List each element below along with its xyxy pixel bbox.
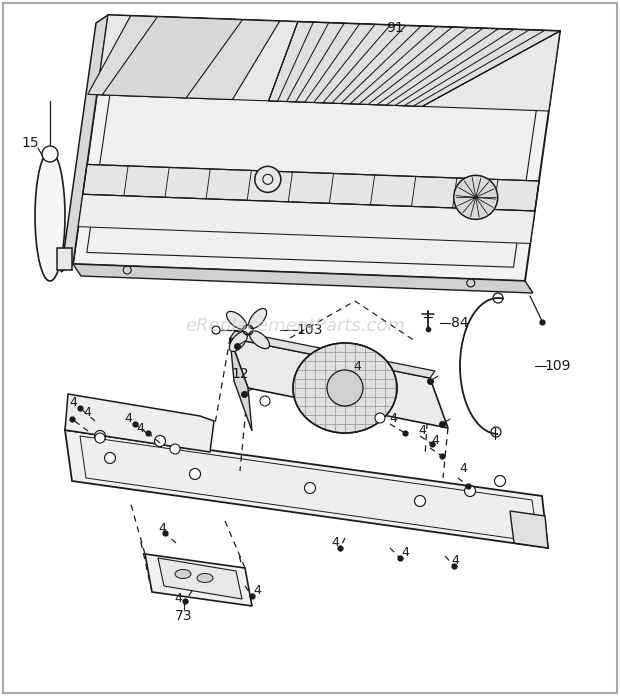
Text: 4: 4 [418,425,426,438]
Text: 4: 4 [331,537,339,550]
Text: 4: 4 [136,422,144,436]
Ellipse shape [175,569,191,578]
Text: 4: 4 [83,406,91,420]
Circle shape [154,436,166,447]
Circle shape [95,433,105,443]
Polygon shape [73,264,533,293]
Polygon shape [61,15,108,272]
Polygon shape [230,331,435,378]
Circle shape [495,475,505,487]
Polygon shape [73,15,560,281]
Circle shape [260,396,270,406]
Circle shape [415,496,425,507]
Circle shape [304,482,316,493]
Ellipse shape [35,151,65,281]
Text: 4: 4 [174,592,182,606]
Polygon shape [102,17,242,98]
Ellipse shape [226,311,247,329]
Circle shape [375,413,385,423]
Polygon shape [510,511,548,548]
Polygon shape [230,338,448,428]
Circle shape [464,486,476,496]
Circle shape [42,146,58,162]
Circle shape [105,452,115,464]
Polygon shape [268,22,560,106]
Text: 73: 73 [175,609,193,623]
Ellipse shape [249,308,267,329]
Circle shape [454,175,498,219]
Ellipse shape [229,331,247,351]
Text: eReplacementParts.com: eReplacementParts.com [185,317,405,335]
Polygon shape [88,16,280,100]
Polygon shape [97,15,560,111]
Text: 4: 4 [353,360,361,372]
Text: 4: 4 [253,585,261,597]
Polygon shape [65,430,548,548]
Ellipse shape [293,343,397,433]
Text: 91: 91 [386,21,404,35]
Polygon shape [87,29,546,267]
Polygon shape [80,436,538,542]
Text: 12: 12 [231,367,249,381]
Polygon shape [57,248,72,270]
Polygon shape [158,558,242,599]
Text: 4: 4 [431,434,439,448]
Text: 109: 109 [545,359,571,373]
Text: 4: 4 [69,397,77,409]
Ellipse shape [249,331,270,349]
Polygon shape [65,406,195,449]
Text: 4: 4 [459,461,467,475]
Polygon shape [230,338,252,431]
Text: 84: 84 [451,316,469,330]
Text: 4: 4 [158,521,166,535]
Polygon shape [83,164,539,211]
Text: 103: 103 [297,323,323,337]
Circle shape [255,166,281,192]
Circle shape [170,444,180,454]
Circle shape [327,370,363,406]
Circle shape [190,468,200,480]
Text: 4: 4 [401,546,409,560]
Polygon shape [78,194,535,244]
Ellipse shape [197,574,213,583]
Text: 4: 4 [451,555,459,567]
Text: 4: 4 [389,413,397,425]
Circle shape [94,431,105,441]
Polygon shape [145,554,252,606]
Text: 15: 15 [21,136,39,150]
Polygon shape [65,394,214,452]
Text: 4: 4 [124,411,132,425]
